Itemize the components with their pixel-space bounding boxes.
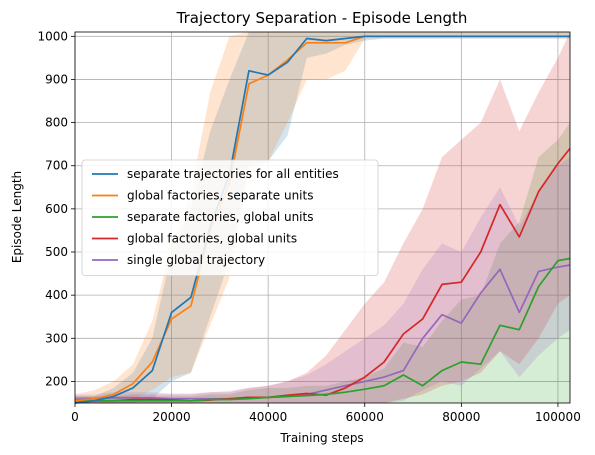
y-axis-label: Episode Length: [10, 171, 24, 263]
legend-label: single global trajectory: [127, 253, 265, 267]
y-tick-label: 200: [45, 374, 68, 388]
confidence-band: [75, 32, 570, 403]
y-tick-label: 1000: [37, 29, 68, 43]
chart-title: Trajectory Separation - Episode Length: [176, 9, 468, 27]
legend: separate trajectories for all entities gl…: [81, 159, 379, 276]
x-axis-ticks: 0 20000 40000 60000 80000 100000: [71, 403, 581, 424]
x-tick-label: 0: [71, 410, 79, 424]
legend-box: [81, 159, 379, 276]
confidence-band: [75, 32, 570, 403]
x-tick-label: 80000: [442, 410, 480, 424]
series-line: [74, 35, 570, 404]
x-tick-label: 40000: [249, 410, 287, 424]
y-tick-label: 800: [45, 116, 68, 130]
legend-label: separate factories, global units: [127, 210, 313, 224]
y-axis-ticks: 200 300 400 500 600 700 800 900 1000: [37, 29, 75, 388]
x-axis-label: Training steps: [279, 431, 363, 445]
x-tick-label: 60000: [346, 410, 384, 424]
y-tick-label: 600: [45, 202, 68, 216]
y-tick-label: 400: [45, 288, 68, 302]
y-tick-label: 500: [45, 245, 68, 259]
series-line: [74, 264, 571, 401]
legend-label: separate trajectories for all entities: [127, 167, 339, 181]
y-tick-label: 700: [45, 159, 68, 173]
confidence-band: [75, 32, 570, 403]
series-lines: [74, 35, 571, 404]
x-tick-label: 100000: [535, 410, 581, 424]
legend-label: global factories, global units: [127, 232, 297, 246]
y-tick-label: 300: [45, 331, 68, 345]
y-tick-label: 900: [45, 72, 68, 86]
plot-frame: [74, 31, 571, 404]
confidence-bands: [75, 32, 570, 403]
confidence-band: [75, 122, 570, 403]
series-line: [75, 257, 571, 402]
x-tick-label: 20000: [152, 410, 190, 424]
confidence-band: [75, 157, 570, 403]
legend-label: global factories, separate units: [127, 189, 313, 203]
